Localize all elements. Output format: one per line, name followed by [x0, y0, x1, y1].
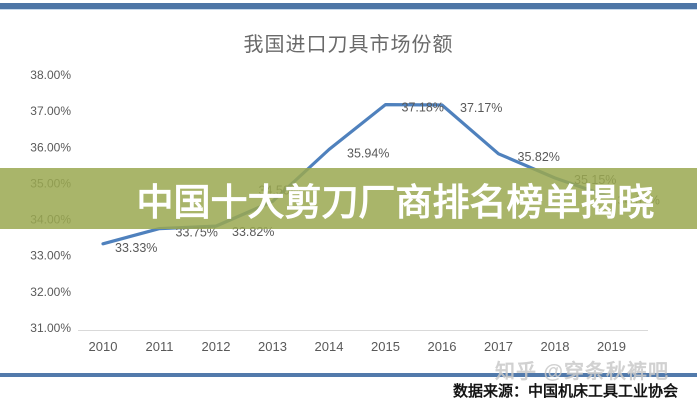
x-tick-label: 2010 — [89, 339, 118, 354]
data-label: 35.82% — [518, 150, 560, 164]
x-tick-label: 2013 — [258, 339, 287, 354]
data-label: 35.94% — [347, 146, 389, 160]
overlay-banner: 中国十大剪刀厂商排名榜单揭晓 — [0, 168, 697, 229]
y-tick-label: 37.00% — [30, 104, 71, 118]
data-label: 33.75% — [176, 226, 218, 240]
chart-title: 我国进口刀具市场份额 — [243, 34, 454, 56]
x-tick-label: 2017 — [484, 339, 513, 354]
window-top-border — [0, 3, 697, 10]
x-tick-label: 2019 — [597, 339, 626, 354]
data-label: 33.33% — [115, 241, 157, 255]
window-bottom-border — [0, 373, 697, 377]
watermark-text: 知乎 @穿条秋裤吧 — [495, 361, 670, 383]
y-tick-label: 32.00% — [30, 285, 71, 299]
data-source-note: 数据来源：中国机床工具工业协会 — [452, 383, 678, 400]
data-label: 37.17% — [460, 101, 502, 115]
x-tick-label: 2018 — [541, 339, 570, 354]
x-tick-label: 2014 — [315, 339, 344, 354]
y-tick-label: 33.00% — [30, 249, 71, 263]
x-tick-label: 2012 — [202, 339, 231, 354]
overlay-banner-text: 中国十大剪刀厂商排名榜单揭晓 — [136, 181, 655, 223]
data-label: 37.18% — [402, 101, 444, 115]
x-tick-label: 2015 — [371, 339, 400, 354]
x-tick-label: 2011 — [146, 339, 174, 354]
y-tick-label: 38.00% — [30, 68, 71, 82]
y-tick-label: 36.00% — [30, 140, 71, 154]
x-tick-label: 2016 — [428, 339, 457, 354]
y-tick-label: 31.00% — [30, 321, 71, 335]
